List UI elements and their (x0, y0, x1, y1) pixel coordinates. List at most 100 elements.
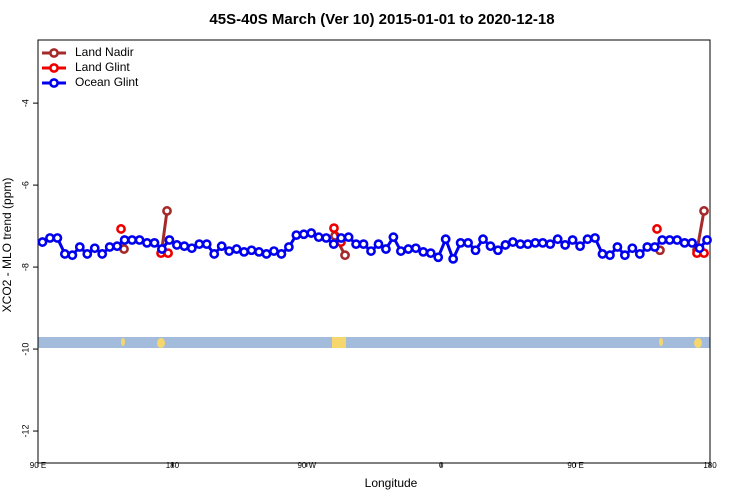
point (45, 233, 55, 243)
point (340, 250, 350, 261)
point (545, 239, 556, 250)
point (239, 247, 249, 257)
point (329, 223, 339, 234)
point (649, 242, 660, 252)
x-tick-label: 90 E (567, 461, 583, 470)
legend-marker (49, 48, 59, 58)
point (425, 248, 436, 259)
point (590, 233, 600, 243)
point (343, 232, 354, 243)
point (336, 233, 347, 243)
y-tick-label: -10 (20, 343, 30, 356)
point (440, 234, 451, 245)
point (97, 249, 108, 259)
y-tick-label: -4 (20, 99, 30, 107)
point (433, 252, 444, 263)
point (162, 206, 172, 216)
x-axis-label: Longitude (365, 476, 418, 490)
point (418, 247, 429, 257)
point (134, 235, 145, 245)
point (537, 237, 548, 248)
point (358, 239, 369, 250)
point (283, 242, 294, 252)
x-tick-label: 180 (703, 461, 717, 470)
x-tick-label: 90 E (30, 461, 46, 470)
point (112, 241, 123, 252)
point (142, 237, 152, 248)
point (321, 233, 332, 243)
legend-label: Land Glint (75, 60, 130, 74)
legend-label: Ocean Glint (75, 75, 139, 89)
point (507, 237, 518, 247)
point (82, 249, 93, 259)
point (351, 239, 361, 250)
plot-frame (37, 39, 711, 464)
point (448, 253, 459, 264)
y-tick-label: -6 (20, 181, 30, 189)
point (470, 245, 481, 256)
point (149, 237, 160, 248)
point (652, 224, 662, 234)
point (485, 241, 496, 252)
map-strip (38, 337, 710, 348)
point (582, 234, 593, 245)
point (552, 234, 563, 245)
point (276, 249, 287, 259)
point (388, 232, 399, 243)
point (246, 245, 257, 256)
point (209, 249, 220, 259)
point (478, 234, 488, 245)
point (410, 243, 421, 254)
point (254, 247, 264, 257)
point (403, 244, 414, 254)
point (642, 242, 653, 252)
point (612, 242, 623, 252)
point (366, 246, 376, 256)
point (269, 246, 279, 256)
point (605, 250, 615, 261)
point (395, 246, 406, 256)
point (37, 237, 48, 247)
point (261, 249, 272, 259)
point (67, 250, 78, 261)
point (627, 243, 638, 254)
point (515, 239, 526, 250)
point (306, 228, 317, 238)
point (74, 242, 85, 252)
y-axis-label: XCO2 - MLO trend (ppm) (0, 178, 14, 313)
point (59, 249, 70, 259)
point (291, 230, 302, 241)
point (493, 245, 503, 256)
point (328, 239, 339, 250)
legend-marker (49, 63, 59, 73)
point (687, 237, 697, 248)
legend-label: Land Nadir (75, 45, 134, 59)
point (171, 240, 182, 250)
point (201, 239, 212, 250)
x-tick-label: 90 W (297, 461, 316, 470)
y-tick-label: -8 (20, 263, 30, 271)
point (381, 244, 391, 254)
point (634, 249, 645, 259)
point (567, 235, 578, 245)
point (313, 232, 324, 243)
point (119, 235, 130, 245)
point (157, 244, 167, 254)
point (560, 240, 571, 250)
point (699, 206, 709, 216)
point (186, 243, 197, 254)
point (216, 241, 227, 252)
point (702, 235, 712, 245)
point (116, 224, 126, 234)
point (575, 241, 585, 252)
point (500, 240, 511, 250)
point (194, 239, 205, 250)
point (672, 235, 683, 245)
chart-title: 45S-40S March (Ver 10) 2015-01-01 to 202… (209, 11, 554, 28)
legend-marker (49, 78, 59, 88)
point (694, 243, 705, 254)
point (664, 235, 675, 245)
point (127, 235, 137, 245)
point (679, 237, 690, 248)
point (104, 242, 115, 252)
